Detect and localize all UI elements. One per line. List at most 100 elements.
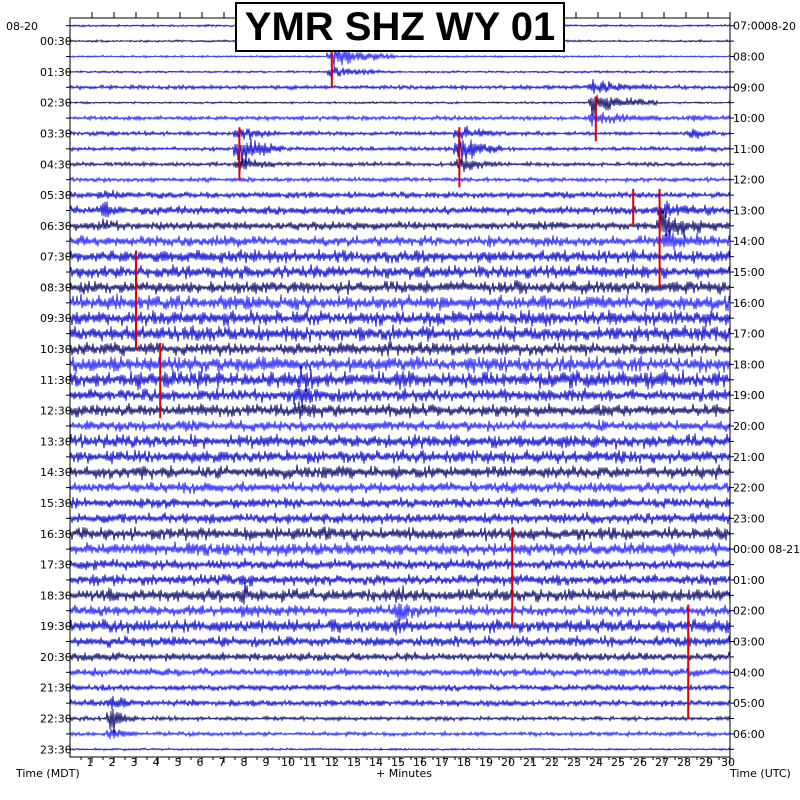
- right-time-label: 16:00: [733, 297, 765, 310]
- trace-row-33: [69, 526, 731, 542]
- x-tick-label-26: 26: [633, 756, 647, 769]
- x-tick-label-27: 27: [655, 756, 669, 769]
- right-time-label: 18:00: [733, 358, 765, 371]
- trace-row-3: [69, 67, 731, 79]
- x-tick-label-22: 22: [545, 756, 559, 769]
- left-time-label: 01:30: [40, 66, 72, 79]
- right-time-label: 08:00: [733, 50, 765, 63]
- x-tick-label-17: 17: [435, 756, 449, 769]
- right-time-label: 14:00: [733, 235, 765, 248]
- trace-row-45: [69, 708, 731, 734]
- right-time-label: 10:00: [733, 112, 765, 125]
- left-time-label: 00:30: [40, 35, 72, 48]
- x-footer-left: Time (MDT): [16, 767, 80, 780]
- trace-row-38: [69, 603, 731, 622]
- trace-row-36: [69, 573, 731, 587]
- x-tick-label-7: 7: [219, 756, 226, 769]
- trace-row-44: [69, 695, 731, 710]
- left-time-label: 02:30: [40, 97, 72, 110]
- x-tick-label-8: 8: [241, 756, 248, 769]
- right-time-label: 04:00: [733, 666, 765, 679]
- trace-row-47: [69, 747, 731, 752]
- trace-row-25: [69, 401, 731, 420]
- trace-row-22: [69, 355, 731, 374]
- trace-row-11: [69, 189, 731, 200]
- left-time-label: 14:30: [40, 466, 72, 479]
- x-tick-label-21: 21: [523, 756, 537, 769]
- trace-row-2: [69, 44, 731, 69]
- x-tick-label-1: 1: [87, 756, 94, 769]
- right-time-label: 02:00: [733, 605, 765, 618]
- right-time-label: 17:00: [733, 328, 765, 341]
- trace-row-27: [69, 433, 731, 450]
- x-tick-label-10: 10: [281, 756, 295, 769]
- trace-row-7: [69, 125, 731, 140]
- x-tick-label-9: 9: [263, 756, 270, 769]
- right-time-label: 03:00: [733, 636, 765, 649]
- trace-row-34: [69, 541, 731, 557]
- x-tick-label-13: 13: [347, 756, 361, 769]
- trace-row-20: [69, 324, 731, 343]
- trace-row-14: [69, 230, 731, 251]
- left-time-label: 21:30: [40, 682, 72, 695]
- left-time-label: 08:30: [40, 281, 72, 294]
- trace-row-12: [69, 200, 731, 219]
- left-time-label: 16:30: [40, 528, 72, 541]
- left-time-label: 10:30: [40, 343, 72, 356]
- left-time-label: 09:30: [40, 312, 72, 325]
- left-time-label: 18:30: [40, 589, 72, 602]
- right-time-label: 12:00: [733, 174, 765, 187]
- trace-row-6: [69, 112, 731, 127]
- x-tick-label-14: 14: [369, 756, 383, 769]
- trace-row-9: [69, 157, 731, 173]
- x-tick-label-24: 24: [589, 756, 603, 769]
- trace-row-5: [69, 94, 731, 119]
- x-tick-label-30: 30: [721, 756, 735, 769]
- trace-row-37: [69, 582, 731, 605]
- trace-row-19: [69, 309, 731, 327]
- trace-row-28: [69, 449, 731, 465]
- x-tick-label-12: 12: [325, 756, 339, 769]
- trace-row-24: [69, 385, 731, 408]
- left-time-label: 22:30: [40, 713, 72, 726]
- x-axis-label: + Minutes: [376, 767, 433, 780]
- right-time-label: 21:00: [733, 451, 765, 464]
- right-time-label: 01:00: [733, 574, 765, 587]
- x-tick-label-20: 20: [501, 756, 515, 769]
- trace-row-42: [69, 667, 731, 678]
- right-time-label: 19:00: [733, 389, 765, 402]
- right-time-axis: 07:00 08:00 09:00 10:00 11:00 12:00 13:00 14:00…: [730, 20, 800, 750]
- left-time-label: 03:30: [40, 127, 72, 140]
- trace-row-18: [69, 293, 731, 312]
- x-tick-label-28: 28: [677, 756, 691, 769]
- right-time-label: 00:00 08-21: [733, 543, 800, 556]
- trace-row-46: [69, 728, 731, 740]
- trace-row-40: [69, 635, 731, 648]
- left-time-label: 12:30: [40, 405, 72, 418]
- right-time-label: 11:00: [733, 143, 765, 156]
- pick-layer: [135, 50, 690, 719]
- trace-row-30: [69, 481, 731, 494]
- right-time-label: 22:00: [733, 482, 765, 495]
- trace-row-35: [69, 557, 731, 572]
- x-tick-label-19: 19: [479, 756, 493, 769]
- trace-row-29: [69, 464, 731, 481]
- trace-row-10: [69, 175, 731, 184]
- x-tick-label-15: 15: [391, 756, 405, 769]
- x-tick-label-4: 4: [153, 756, 160, 769]
- trace-row-41: [69, 651, 731, 663]
- left-time-label: 13:30: [40, 435, 72, 448]
- date-label-left: 08-20: [6, 20, 38, 33]
- x-tick-label-18: 18: [457, 756, 471, 769]
- trace-row-26: [69, 419, 731, 433]
- left-time-axis: 00:30 01:30 02:30 03:30 04:30 05:30 06:30 07:30…: [40, 25, 72, 756]
- left-time-label: 11:30: [40, 374, 72, 387]
- trace-row-17: [69, 279, 731, 296]
- trace-row-8: [69, 132, 731, 166]
- date-label-right: 08-20: [764, 20, 796, 33]
- x-axis: 1 2 3 4 5 6 7 8 9 10 11 12 13 14 15 16 17 18 19 20 21 22 23 24 2…: [80, 12, 735, 769]
- x-tick-label-2: 2: [109, 756, 116, 769]
- chart-title: YMR SHZ WY 01: [235, 2, 565, 52]
- trace-row-31: [69, 496, 731, 510]
